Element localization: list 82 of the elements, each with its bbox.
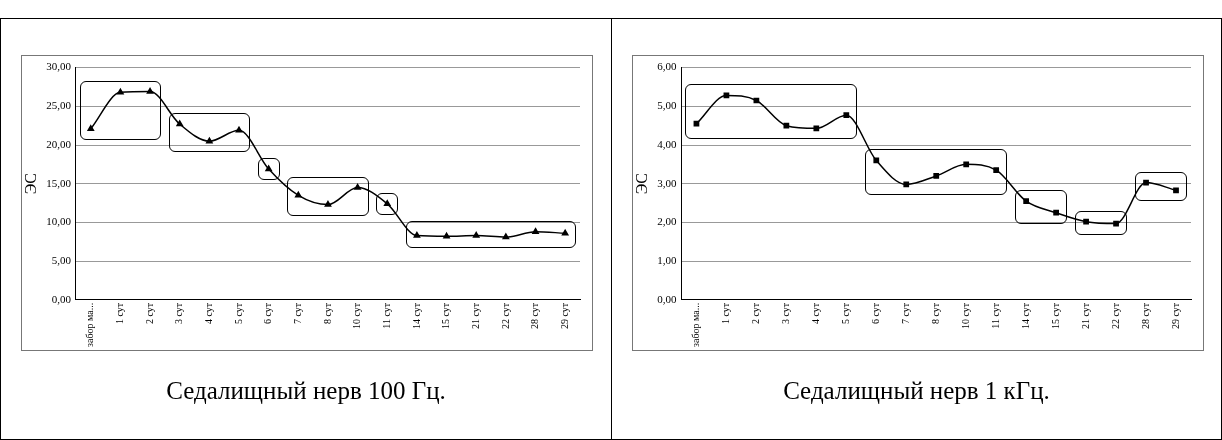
point xyxy=(873,157,880,164)
y-tick-label: 0,00 xyxy=(51,292,72,305)
point xyxy=(176,120,184,127)
point xyxy=(1113,220,1119,227)
y-axis-title: ЭС xyxy=(632,173,650,195)
x-tick-label: 15 сут xyxy=(1049,302,1061,330)
y-tick-label: 0,00 xyxy=(657,292,677,305)
x-tick-label: 3 сут xyxy=(779,302,791,325)
point xyxy=(502,233,510,240)
point xyxy=(443,232,450,239)
point xyxy=(693,120,700,127)
y-tick-label: 5,00 xyxy=(657,99,677,112)
point xyxy=(235,126,243,133)
x-tick-label: 6 сут xyxy=(869,302,881,325)
x-tick-label: забор ма... xyxy=(690,302,702,348)
point xyxy=(813,125,820,132)
x-tick-label: 8 сут xyxy=(929,302,941,325)
x-tick-label: 1 сут xyxy=(720,302,732,325)
x-tick-label: 5 сут xyxy=(839,302,851,325)
x-tick-label: 2 сут xyxy=(143,302,155,325)
point xyxy=(354,183,361,190)
x-tick-label: 10 сут xyxy=(351,302,363,330)
y-tick-label: 20,00 xyxy=(46,137,72,150)
point xyxy=(146,87,154,94)
y-tick-label: 10,00 xyxy=(46,215,72,228)
x-tick-label: 22 сут xyxy=(1109,302,1121,330)
point xyxy=(87,125,95,131)
y-axis-title: ЭС xyxy=(21,173,39,195)
point xyxy=(1053,209,1059,216)
y-tick-label: 4,00 xyxy=(657,137,677,150)
point xyxy=(413,231,421,238)
x-tick-label: 28 сут xyxy=(529,302,541,330)
y-tick-label: 30,00 xyxy=(46,60,72,73)
y-tick-label: 6,00 xyxy=(657,60,677,73)
x-tick-label: 10 сут xyxy=(959,302,971,330)
point xyxy=(933,173,940,179)
y-tick-label: 15,00 xyxy=(46,176,72,189)
point xyxy=(843,112,850,119)
x-tick-label: забор ма... xyxy=(84,302,96,348)
x-tick-label: 21 сут xyxy=(469,302,481,330)
point xyxy=(561,229,569,236)
y-tick-label: 3,00 xyxy=(657,176,677,189)
x-tick-label: 5 сут xyxy=(232,302,244,325)
y-tick-label: 1,00 xyxy=(657,254,677,267)
x-tick-label: 22 сут xyxy=(499,302,511,330)
point xyxy=(294,191,302,198)
point xyxy=(783,122,790,129)
x-tick-label: 28 сут xyxy=(1139,302,1151,330)
x-tick-label: 15 сут xyxy=(440,302,452,330)
x-tick-label: 29 сут xyxy=(1169,302,1181,330)
point xyxy=(1023,198,1030,204)
point xyxy=(963,161,970,168)
point xyxy=(1143,179,1149,186)
point xyxy=(206,137,213,144)
point xyxy=(993,167,1000,174)
x-tick-label: 14 сут xyxy=(410,302,422,330)
x-tick-label: 2 сут xyxy=(750,302,762,325)
point xyxy=(1083,218,1089,225)
x-tick-label: 11 сут xyxy=(380,302,392,329)
y-tick-label: 2,00 xyxy=(657,215,677,228)
y-tick-label: 25,00 xyxy=(46,99,72,112)
x-tick-label: 4 сут xyxy=(203,302,214,325)
y-tick-label: 5,00 xyxy=(51,254,72,267)
x-tick-label: 7 сут xyxy=(899,302,911,325)
x-tick-label: 4 сут xyxy=(809,302,821,325)
x-tick-label: 21 сут xyxy=(1079,302,1091,330)
x-tick-label: 8 сут xyxy=(321,302,333,325)
point xyxy=(532,227,539,234)
x-tick-label: 29 сут xyxy=(558,302,570,330)
x-tick-label: 14 сут xyxy=(1019,302,1031,330)
x-tick-label: 3 сут xyxy=(173,302,185,325)
x-tick-label: 11 сут xyxy=(989,302,1001,329)
point xyxy=(1173,187,1179,194)
text: Седалищный нерв 100 Гц. xyxy=(165,377,447,405)
point xyxy=(324,200,332,207)
point xyxy=(472,231,480,238)
x-tick-label: 6 сут xyxy=(262,302,274,325)
point xyxy=(117,88,124,95)
text: Седалищный нерв 1 кГц. xyxy=(782,377,1051,405)
x-tick-label: 7 сут xyxy=(291,302,303,325)
x-tick-label: 1 сут xyxy=(114,302,126,325)
point xyxy=(903,181,910,188)
